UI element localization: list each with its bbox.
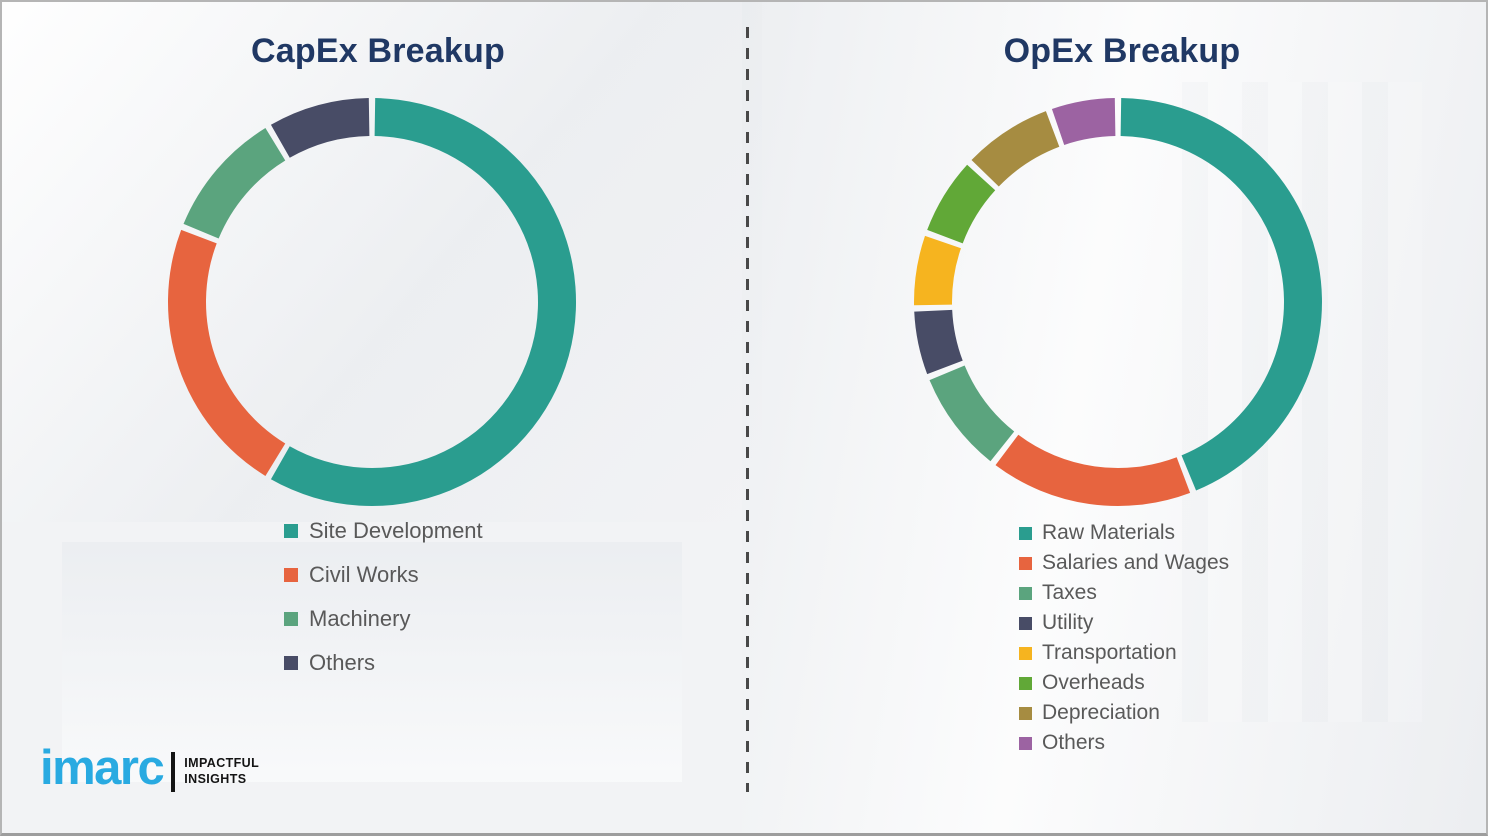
dashed-divider	[746, 27, 749, 792]
donut-segment	[971, 111, 1060, 187]
legend-item: Utility	[1019, 608, 1229, 638]
capex-legend: Site Development Civil Works Machinery O…	[284, 509, 483, 685]
legend-color-swatch	[284, 524, 298, 538]
legend-item: Others	[284, 641, 483, 685]
legend-label: Site Development	[309, 518, 483, 543]
imarc-logo: imarc IMPACTFUL INSIGHTS	[40, 744, 259, 793]
legend-color-swatch	[284, 568, 298, 582]
legend-item: Others	[1019, 728, 1229, 758]
legend-item: Taxes	[1019, 578, 1229, 608]
legend-label: Raw Materials	[1042, 521, 1176, 544]
legend-color-swatch	[1019, 616, 1032, 630]
legend-color-swatch	[284, 656, 298, 670]
logo-tagline: IMPACTFUL INSIGHTS	[184, 756, 259, 787]
donut-segment	[927, 164, 996, 244]
legend-label: Depreciation	[1042, 701, 1160, 724]
legend-item: Site Development	[284, 509, 483, 553]
logo-tagline-line1: IMPACTFUL	[184, 755, 260, 770]
legend-color-swatch	[1019, 556, 1032, 570]
legend-color-swatch	[1019, 706, 1032, 720]
legend-color-swatch	[1019, 646, 1032, 660]
donut-segment	[914, 309, 963, 375]
legend-label: Taxes	[1042, 581, 1097, 604]
legend-item: Overheads	[1019, 668, 1229, 698]
legend-item: Civil Works	[284, 553, 483, 597]
legend-color-swatch	[1019, 676, 1032, 690]
imarc-logo-wordmark: imarc	[40, 741, 165, 795]
legend-item: Transportation	[1019, 638, 1229, 668]
legend-color-swatch	[1019, 586, 1032, 600]
legend-item: Salaries and Wages	[1019, 548, 1229, 578]
donut-segment	[270, 98, 577, 507]
legend-color-swatch	[1019, 736, 1032, 750]
legend-item: Machinery	[284, 597, 483, 641]
legend-color-swatch	[284, 612, 298, 626]
donut-segment	[995, 434, 1191, 507]
capex-donut-chart	[167, 98, 577, 507]
donut-segment	[183, 128, 286, 239]
donut-segment	[1120, 98, 1322, 491]
legend-color-swatch	[1019, 526, 1032, 540]
legend-item: Depreciation	[1019, 698, 1229, 728]
logo-separator-bar	[171, 751, 176, 792]
capex-chart-title: CapEx Breakup	[251, 32, 505, 70]
legend-label: Others	[1042, 731, 1106, 754]
opex-donut-chart	[914, 98, 1322, 507]
legend-label: Salaries and Wages	[1042, 551, 1230, 574]
legend-label: Transportation	[1042, 641, 1177, 664]
legend-label: Utility	[1042, 611, 1094, 634]
legend-item: Raw Materials	[1019, 518, 1229, 548]
legend-label: Others	[309, 650, 376, 675]
legend-label: Machinery	[309, 606, 411, 631]
donut-segment	[914, 235, 961, 306]
donut-segment	[929, 365, 1015, 462]
opex-legend: Raw Materials Salaries and Wages Taxes U…	[1019, 518, 1229, 758]
opex-chart-title: OpEx Breakup	[1003, 32, 1241, 70]
logo-tagline-line2: INSIGHTS	[184, 771, 247, 786]
legend-label: Overheads	[1042, 671, 1145, 694]
donut-segment	[1051, 98, 1116, 145]
donut-segment	[167, 229, 286, 476]
donut-segment	[270, 98, 370, 158]
legend-label: Civil Works	[309, 562, 419, 587]
